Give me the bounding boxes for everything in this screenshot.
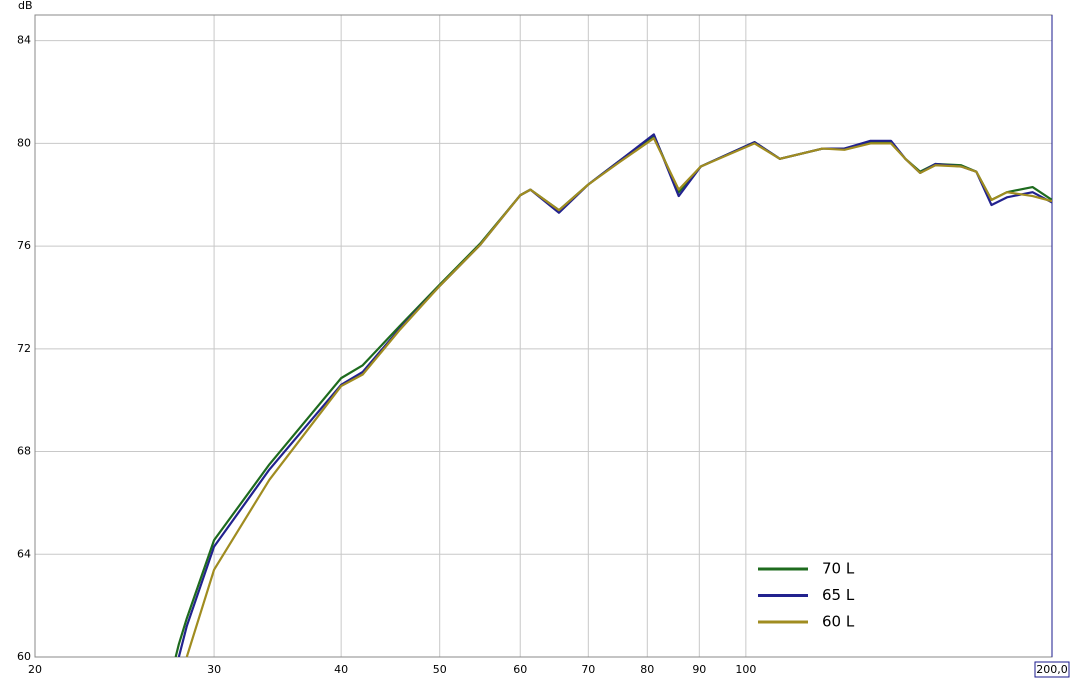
legend-label: 70 L [822, 560, 855, 578]
series-line [177, 133, 1052, 657]
y-tick-label: 76 [17, 239, 31, 252]
series-line [185, 137, 1052, 657]
y-tick-label: 84 [17, 34, 31, 47]
plot-frame [34, 14, 1053, 658]
y-tick-label: 68 [17, 445, 31, 458]
y-tick-label: 60 [17, 650, 31, 663]
x-tick-label: 60 [513, 663, 527, 676]
y-axis-label: dB [18, 0, 33, 12]
series-line [174, 134, 1052, 657]
x-tick-label: 40 [334, 663, 348, 676]
legend-label: 65 L [822, 586, 855, 604]
x-tick-label: 100 [735, 663, 756, 676]
tick-label-box [1034, 661, 1070, 678]
x-tick-label: 50 [433, 663, 447, 676]
y-tick-label: 64 [17, 547, 31, 560]
x-tick-label: 80 [640, 663, 654, 676]
x-tick-label: 200,0 [1036, 663, 1068, 676]
y-tick-label: 72 [17, 342, 31, 355]
x-tick-label: 90 [692, 663, 706, 676]
x-tick-label: 30 [207, 663, 221, 676]
x-tick-label: 70 [581, 663, 595, 676]
y-tick-label: 80 [17, 136, 31, 149]
legend-label: 60 L [822, 613, 855, 631]
x-tick-label: 20 [28, 663, 42, 676]
